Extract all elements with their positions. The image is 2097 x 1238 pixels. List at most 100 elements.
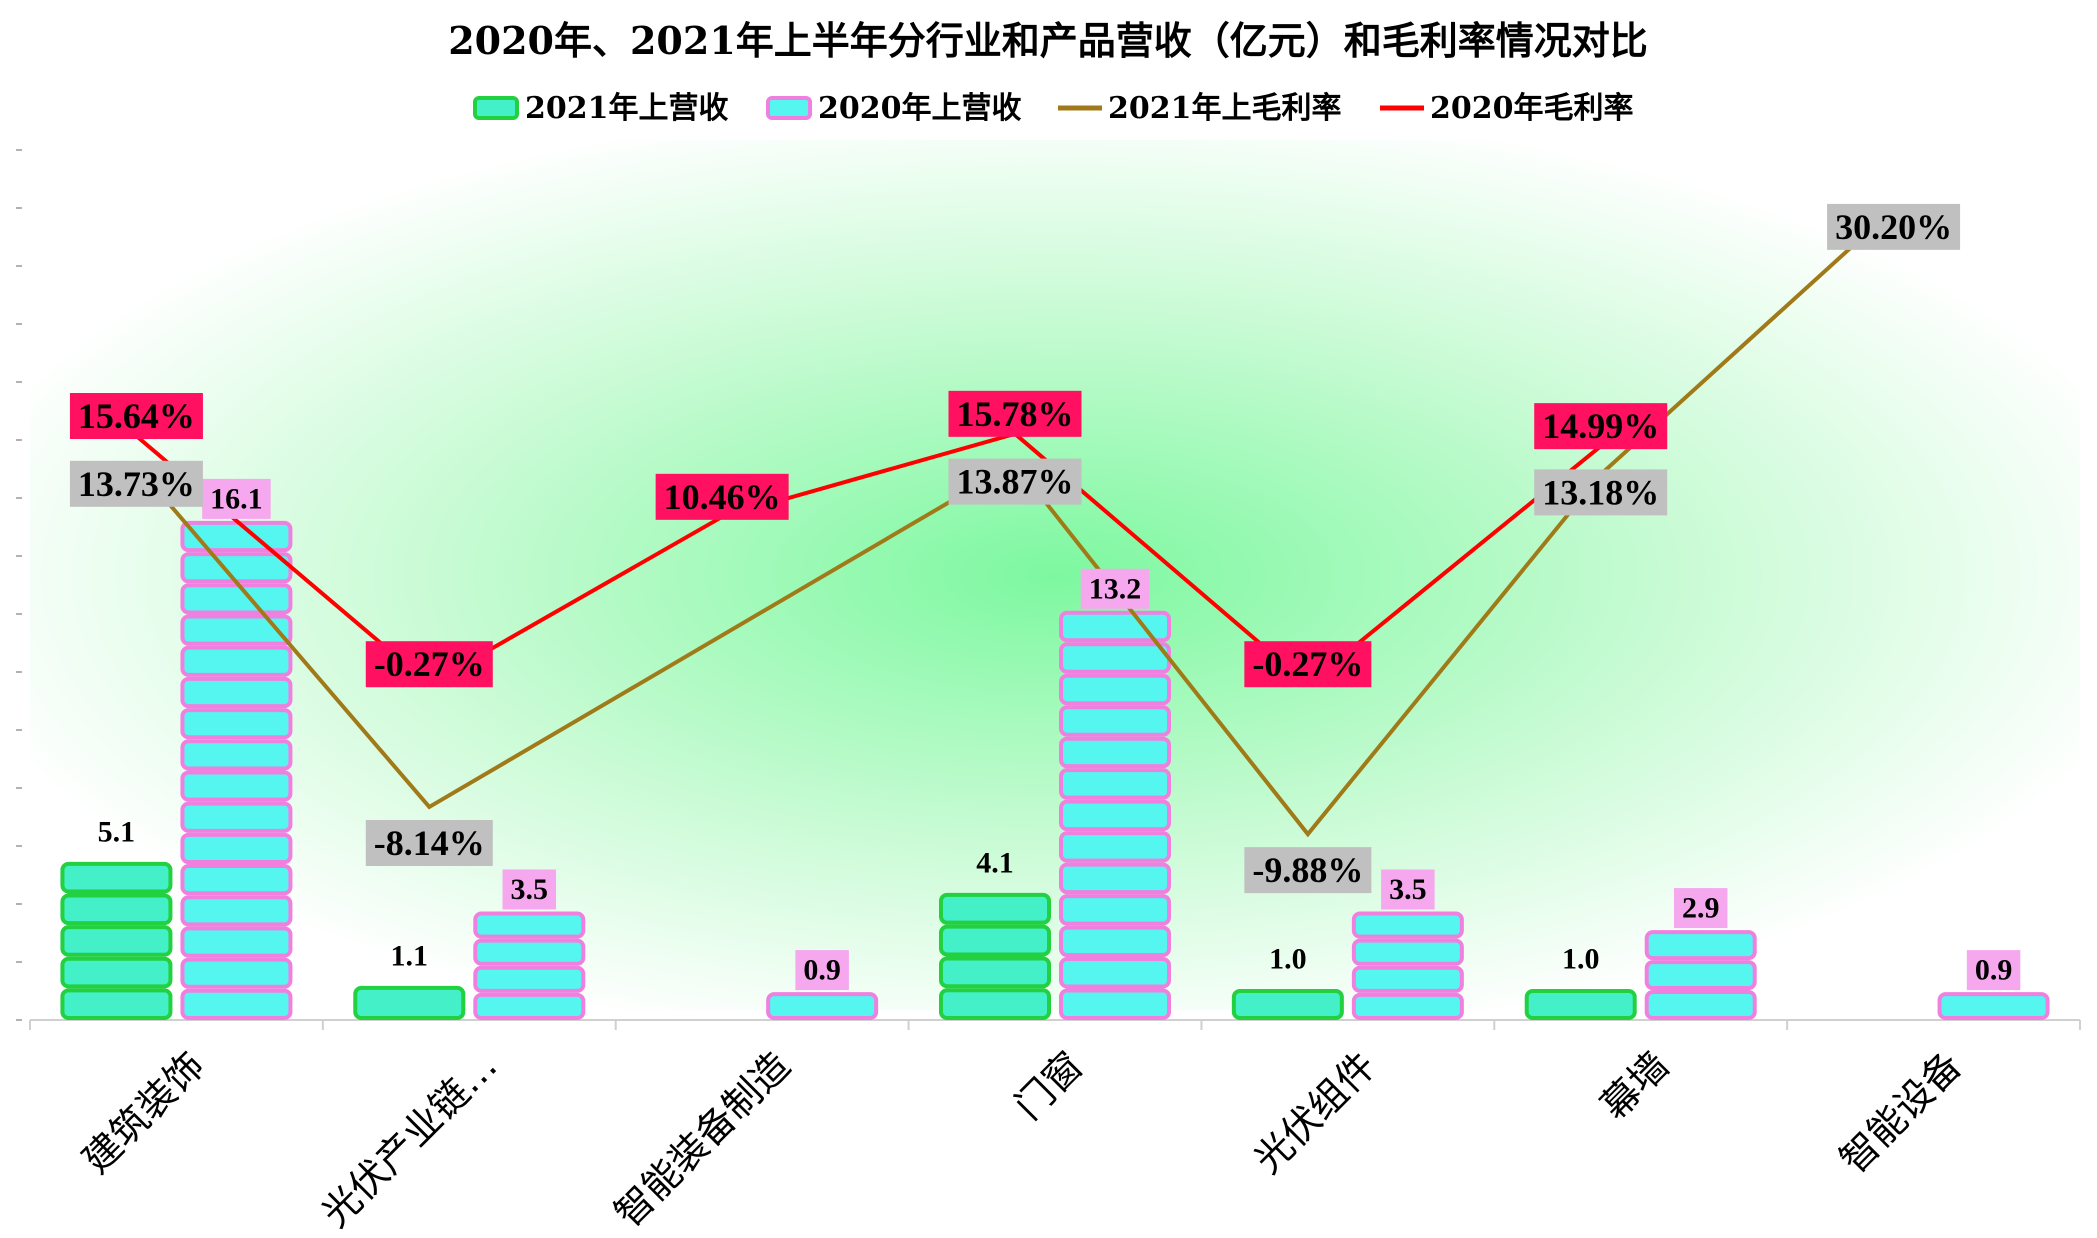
label-margin-2020: 14.99% xyxy=(1534,403,1668,450)
bar-2020-segment xyxy=(1059,988,1171,1020)
label-revenue-2020-box xyxy=(1381,869,1435,910)
bar-2020-segment xyxy=(473,965,586,993)
label-revenue-2020-text: 0.9 xyxy=(1975,954,2013,987)
bar-2020-segment xyxy=(1059,894,1171,926)
label-revenue-2021: 5.1 xyxy=(98,815,136,848)
label-margin-2021-box xyxy=(948,458,1082,505)
bar-2021-segment xyxy=(60,956,173,989)
label-margin-2021-text: 13.87% xyxy=(957,462,1074,502)
bar-2021-segment xyxy=(939,956,1051,989)
label-margin-2021: 13.18% xyxy=(1534,469,1668,516)
bar-2020-segment xyxy=(1059,862,1171,895)
bar-2020 xyxy=(1937,992,2050,1020)
bar-2020-segment xyxy=(180,957,293,989)
label-revenue-2020-box xyxy=(795,950,849,991)
bar-2020 xyxy=(1644,930,1757,1020)
bar-2021-segment xyxy=(353,985,466,1021)
legend-label: 2021年上营收 xyxy=(525,91,729,126)
label-margin-2021: 13.87% xyxy=(948,458,1082,505)
label-margin-2021-box xyxy=(365,819,493,866)
label-revenue-2021-text: 1.1 xyxy=(391,939,429,972)
bar-2021-segment xyxy=(939,988,1051,1020)
label-revenue-2020-text: 0.9 xyxy=(803,954,841,987)
bar-2020-segment xyxy=(473,992,586,1020)
legend-swatch xyxy=(473,96,519,120)
label-margin-2020: 15.78% xyxy=(948,390,1082,437)
label-revenue-2020: 3.5 xyxy=(1381,869,1435,910)
bar-2020-segment xyxy=(180,832,293,865)
bar-2020-segment xyxy=(1644,990,1757,1020)
bar-2020 xyxy=(1059,610,1171,1020)
bar-2021-segment xyxy=(60,925,173,957)
bar-2020-segment xyxy=(1059,768,1171,800)
bar-2020-segment xyxy=(180,708,293,740)
legend-item: 2020年毛利率 xyxy=(1380,91,1634,126)
bar-2020-segment xyxy=(473,938,586,966)
label-margin-2021-text: 13.18% xyxy=(1542,472,1659,512)
label-margin-2021: 13.73% xyxy=(69,460,203,507)
label-revenue-2020-text: 16.1 xyxy=(210,482,263,515)
label-margin-2020-box xyxy=(1534,403,1668,450)
bar-2021-segment xyxy=(60,893,173,926)
bar-2021-segment xyxy=(60,861,173,894)
bar-2020-segment xyxy=(180,770,293,802)
bar-2020-segment xyxy=(180,739,293,771)
bar-2020-segment xyxy=(180,895,293,927)
bar-2021 xyxy=(1231,989,1344,1020)
bar-2020-segment xyxy=(180,988,293,1021)
bar-2020-segment xyxy=(1059,610,1171,643)
label-margin-2020-box xyxy=(69,393,203,440)
bar-2021-segment xyxy=(60,988,173,1021)
label-revenue-2021-text: 5.1 xyxy=(98,815,136,848)
label-margin-2020-text: 15.64% xyxy=(78,396,195,436)
label-margin-2020-text: -0.27% xyxy=(374,644,485,684)
bar-2020-segment xyxy=(180,864,293,896)
label-revenue-2020-box xyxy=(502,869,557,910)
label-revenue-2020-box xyxy=(202,478,271,519)
category-label: 智能设备 xyxy=(1831,1043,1970,1182)
category-label: 建筑装饰 xyxy=(74,1043,213,1182)
bar-2021 xyxy=(60,861,173,1021)
label-margin-2021: -8.14% xyxy=(365,819,493,866)
category-label: 门窗 xyxy=(1007,1043,1092,1128)
label-revenue-2020: 0.9 xyxy=(1966,950,2021,991)
label-margin-2021-text: -8.14% xyxy=(374,823,485,863)
legend-item: 2021年上营收 xyxy=(473,91,729,126)
legend-item: 2021年上毛利率 xyxy=(1058,91,1342,126)
bar-2020-segment xyxy=(180,614,293,646)
legend-label: 2021年上毛利率 xyxy=(1108,91,1342,126)
label-margin-2020-text: 15.78% xyxy=(957,394,1074,434)
plot-background xyxy=(30,140,2080,1010)
legend-swatch xyxy=(766,96,812,120)
bar-2021 xyxy=(939,892,1051,1020)
bar-2020-segment xyxy=(1059,799,1171,832)
label-revenue-2021-text: 4.1 xyxy=(976,846,1014,879)
bar-2020-segment xyxy=(180,645,293,677)
label-margin-2021-box xyxy=(1827,203,1961,250)
label-margin-2021-box xyxy=(69,460,203,507)
category-label: 幕墙 xyxy=(1592,1043,1677,1128)
category-label: 光伏组件 xyxy=(1246,1043,1385,1182)
bar-2021 xyxy=(1524,989,1637,1020)
label-revenue-2020: 0.9 xyxy=(795,950,849,991)
label-margin-2020-box xyxy=(1244,641,1372,688)
bar-2020-segment xyxy=(180,801,293,833)
bar-2020-segment xyxy=(180,583,293,615)
bar-2020-segment xyxy=(1059,673,1171,706)
label-margin-2020: -0.27% xyxy=(365,641,493,688)
label-revenue-2020: 16.1 xyxy=(202,478,271,519)
bar-2021-segment xyxy=(939,924,1051,957)
legend-label: 2020年上营收 xyxy=(818,91,1022,126)
label-revenue-2020-box xyxy=(1673,888,1728,929)
label-margin-2021: -9.88% xyxy=(1244,847,1372,894)
label-revenue-2020-text: 2.9 xyxy=(1682,892,1720,925)
legend-item: 2020年上营收 xyxy=(766,91,1022,126)
label-margin-2020: -0.27% xyxy=(1244,641,1372,688)
bar-2020-segment xyxy=(1351,911,1464,939)
bar-2020 xyxy=(1351,911,1464,1020)
label-revenue-2020-box xyxy=(1080,568,1150,609)
label-revenue-2020-text: 13.2 xyxy=(1089,572,1142,605)
bar-2020-segment xyxy=(1351,992,1464,1020)
bar-2020-segment xyxy=(1059,736,1171,769)
label-margin-2021-box xyxy=(1244,847,1372,894)
